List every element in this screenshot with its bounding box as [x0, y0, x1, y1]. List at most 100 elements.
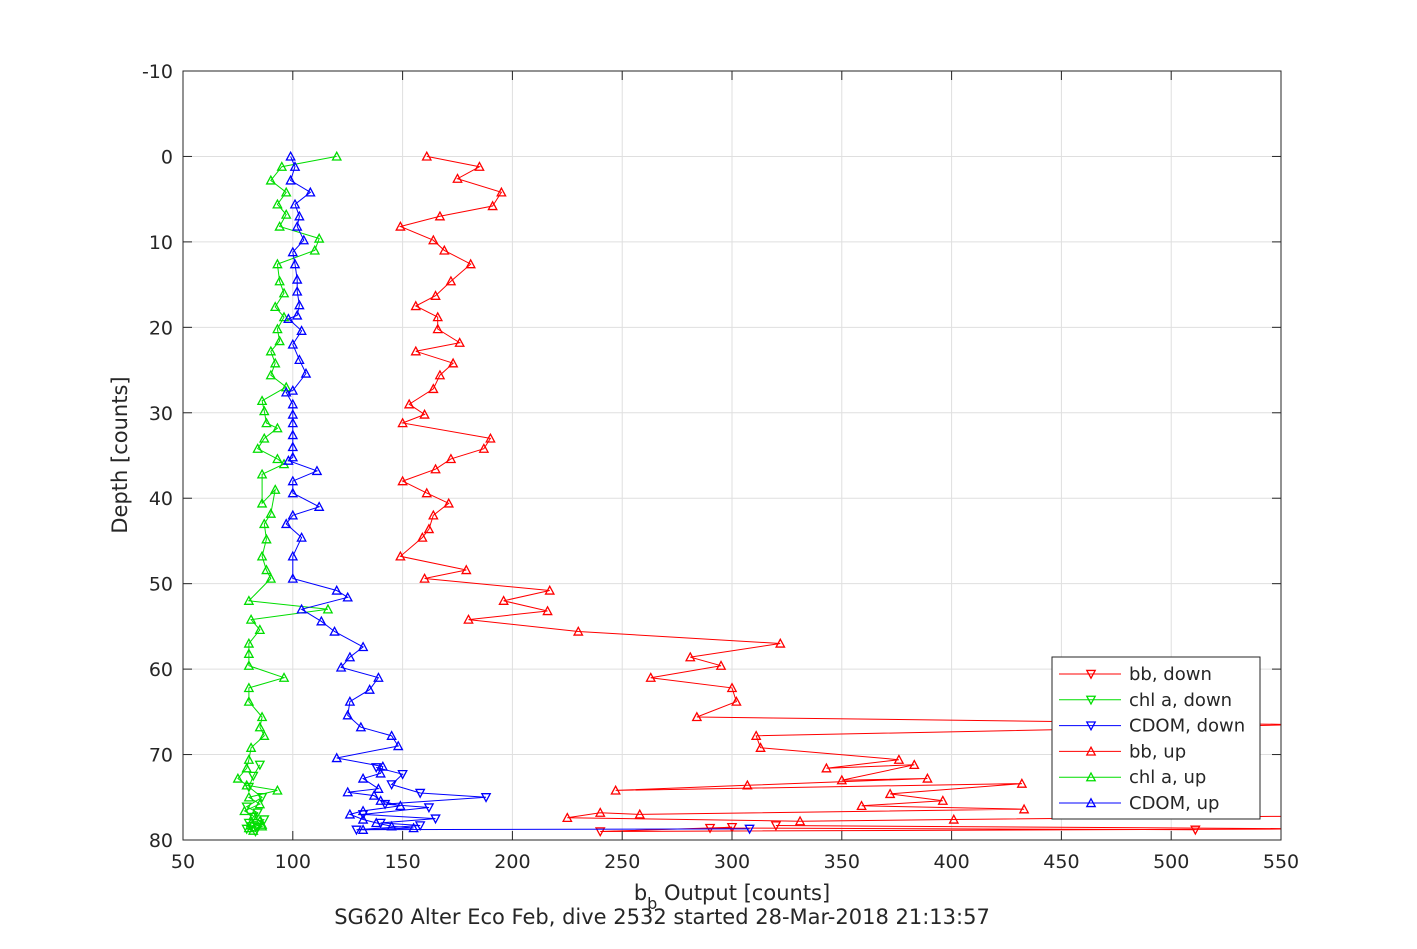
- data-point: [280, 381, 292, 392]
- x-tick-label: 150: [384, 851, 420, 873]
- data-point: [731, 696, 742, 706]
- data-point: [1299, 720, 1307, 728]
- data-point: [375, 795, 386, 805]
- data-point: [474, 161, 485, 171]
- data-point: [283, 455, 294, 465]
- data-point: [291, 309, 303, 320]
- data-point: [278, 311, 290, 322]
- data-point: [261, 533, 272, 544]
- data-point: [239, 805, 250, 816]
- data-point: [445, 453, 457, 464]
- data-point: [258, 518, 270, 529]
- data-point: [908, 759, 920, 770]
- data-point: [430, 814, 441, 825]
- data-point: [410, 300, 422, 311]
- y-tick-label: 30: [149, 403, 173, 425]
- data-point: [645, 672, 657, 682]
- data-point: [594, 827, 606, 838]
- data-point: [542, 605, 553, 616]
- data-point: [544, 584, 556, 595]
- data-point: [291, 285, 303, 296]
- data-point: [395, 550, 406, 561]
- data-point: [634, 808, 646, 819]
- data-point: [445, 275, 457, 286]
- data-point: [280, 518, 292, 529]
- data-point: [428, 234, 439, 245]
- data-point: [276, 161, 288, 171]
- y-tick-label: 40: [149, 488, 173, 510]
- legend-marker: [1085, 771, 1097, 782]
- data-point: [344, 696, 356, 706]
- legend-label: bb, up: [1129, 741, 1186, 762]
- data-point: [269, 484, 281, 494]
- data-point: [247, 810, 259, 821]
- data-point: [313, 501, 325, 511]
- data-point: [403, 398, 415, 409]
- data-point: [294, 210, 305, 221]
- data-point: [265, 508, 277, 518]
- data-point: [287, 246, 299, 257]
- data-point: [480, 793, 492, 803]
- data-point: [289, 258, 301, 269]
- data-point: [287, 451, 299, 462]
- data-point: [922, 772, 933, 783]
- series-line-bb-up: [398, 155, 1281, 822]
- data-point: [256, 820, 268, 831]
- data-point: [256, 497, 268, 508]
- data-point: [395, 800, 406, 811]
- data-point: [496, 186, 507, 197]
- legend-label: CDOM, up: [1129, 793, 1219, 814]
- data-point: [937, 795, 949, 805]
- data-point: [283, 313, 294, 324]
- data-point: [285, 150, 296, 161]
- data-point: [364, 684, 375, 694]
- data-point: [280, 208, 292, 219]
- data-point: [742, 779, 753, 790]
- data-point: [1016, 778, 1028, 788]
- x-axis-title-subscript: b: [647, 894, 657, 913]
- data-point: [294, 354, 305, 365]
- data-point: [296, 603, 307, 614]
- data-point: [278, 287, 290, 298]
- data-point: [377, 760, 389, 771]
- x-tick-label: 250: [604, 851, 640, 873]
- data-point: [296, 325, 307, 335]
- data-point: [368, 790, 380, 800]
- x-axis-title-rest: Output [counts]: [657, 881, 830, 905]
- data-point: [274, 275, 285, 286]
- data-point: [948, 813, 960, 824]
- data-point: [386, 730, 397, 740]
- data-point: [755, 742, 766, 752]
- series-chl-a-up: [232, 150, 343, 835]
- data-point: [245, 742, 257, 752]
- data-point: [296, 531, 307, 542]
- legend: bb, down chl a, down CDOM, down bb, up chl a…: [1051, 656, 1261, 820]
- data-point: [258, 730, 270, 740]
- data-point: [434, 369, 446, 380]
- legend-item-cdom-down: CDOM, down: [1059, 716, 1245, 737]
- data-point: [287, 384, 299, 395]
- data-point: [258, 405, 270, 416]
- legend-marker: [1085, 721, 1097, 732]
- series-line-cdom-up: [285, 156, 414, 831]
- data-point: [408, 822, 419, 833]
- data-point: [243, 682, 255, 693]
- y-axis-title: Depth [counts]: [108, 376, 132, 533]
- data-point: [452, 173, 463, 183]
- data-point: [460, 564, 472, 575]
- legend-item-bb-down: bb, down: [1059, 664, 1212, 685]
- data-point: [432, 323, 444, 334]
- data-point: [241, 762, 252, 773]
- data-point: [287, 398, 299, 409]
- data-point: [423, 803, 435, 814]
- data-point: [454, 337, 465, 347]
- legend-item-cdom-up: CDOM, up: [1059, 793, 1219, 814]
- data-point: [770, 821, 782, 832]
- chart-subtitle: SG620 Alter Eco Feb, dive 2532 started 2…: [334, 905, 990, 929]
- data-point: [430, 463, 441, 474]
- x-axis-title: bb Output [counts]: [634, 881, 830, 913]
- data-point: [417, 531, 428, 542]
- legend-label: chl a, up: [1129, 767, 1206, 788]
- data-point: [1190, 825, 1201, 836]
